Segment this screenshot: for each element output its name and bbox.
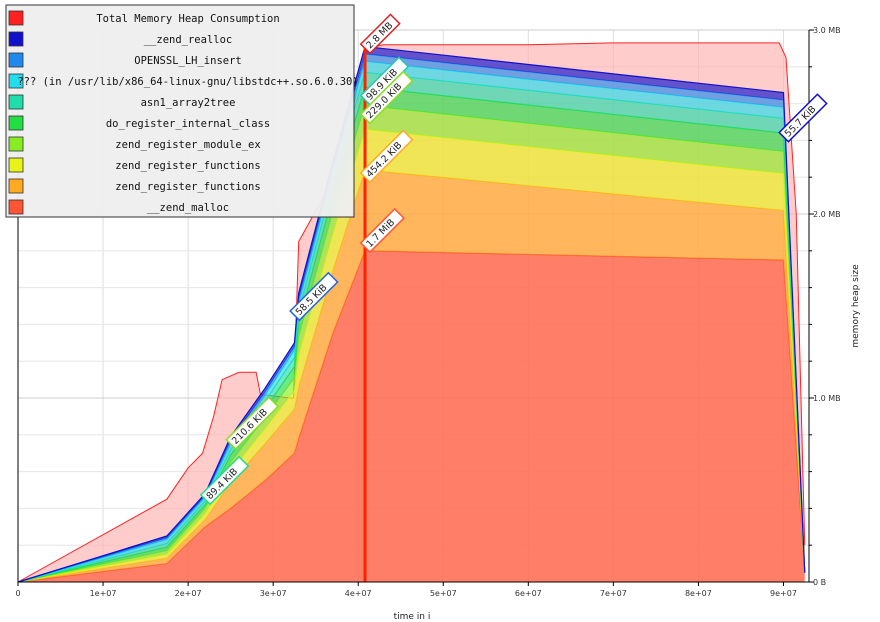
- legend-swatch: [8, 157, 24, 173]
- x-tick-label: 9e+07: [770, 589, 797, 598]
- x-tick-label: 5e+07: [430, 589, 457, 598]
- x-tick-label: 4e+07: [345, 589, 372, 598]
- legend-swatch: [8, 136, 24, 152]
- x-tick-label: 6e+07: [515, 589, 542, 598]
- annotation-box: [199, 455, 250, 506]
- legend-swatch: [8, 10, 24, 26]
- annotation-box: [359, 13, 401, 55]
- y-tick-label: 2.0 MB: [813, 210, 841, 219]
- axes: 0 1e+07 2e+07 3e+07 4e+07 5e+07 6e+07 7e+07 8e+0…: [15, 26, 840, 598]
- legend-label: OPENSSL_LH_insert: [134, 55, 241, 67]
- y-tick-label: 1.0 MB: [813, 394, 841, 403]
- series-area-4: [18, 87, 805, 582]
- legend-label: do_register_internal_class: [106, 118, 270, 130]
- legend-swatch: [8, 115, 24, 131]
- annotation-box: [778, 93, 828, 143]
- legend: Total Memory Heap Consumption __zend_real…: [5, 4, 359, 218]
- legend-label: __zend_malloc: [147, 202, 229, 214]
- series-area-0: [18, 250, 805, 583]
- annotation-box: [289, 271, 339, 322]
- series-line-8: [17, 45, 806, 583]
- legend-swatch: [8, 199, 24, 215]
- legend-label: zend_register_functions: [115, 181, 260, 193]
- x-tick-label: 1e+07: [90, 589, 117, 598]
- legend-label: ??? (in /usr/lib/x86_64-linux-gnu/libstd…: [17, 76, 358, 88]
- legend-label: __zend_realloc: [144, 34, 233, 46]
- x-tick-label: 7e+07: [600, 589, 627, 598]
- annotation-box: [359, 70, 414, 125]
- legend-swatch: [8, 73, 24, 89]
- series-area-2: [18, 129, 805, 583]
- legend-swatch: [8, 52, 24, 68]
- annotation-box: [225, 396, 280, 451]
- y-tick-label: 0 B: [813, 578, 826, 587]
- annotation-box: [359, 129, 414, 184]
- legend-label: asn1_array2tree: [141, 97, 236, 109]
- y-tick-label: 3.0 MB: [813, 26, 841, 35]
- legend-label: Total Memory Heap Consumption: [96, 13, 279, 25]
- series-area-1: [18, 169, 805, 582]
- legend-swatch: [8, 178, 24, 194]
- x-tick-label: 0: [15, 589, 20, 598]
- x-tick-label: 3e+07: [260, 589, 287, 598]
- annotation-box: [359, 207, 405, 254]
- x-axis-title: time in i: [394, 612, 431, 622]
- legend-label: zend_register_functions: [115, 160, 260, 172]
- x-tick-label: 8e+07: [685, 589, 712, 598]
- x-tick-label: 2e+07: [175, 589, 202, 598]
- series-area-5: [18, 72, 805, 582]
- series-area-3: [18, 105, 805, 582]
- legend-label: zend_register_module_ex: [115, 139, 260, 151]
- legend-box: [5, 4, 355, 218]
- y-axis-title: memory heap size: [851, 264, 861, 348]
- legend-swatch: [8, 31, 24, 47]
- legend-swatch: [8, 94, 24, 110]
- series-areas: [17, 45, 806, 583]
